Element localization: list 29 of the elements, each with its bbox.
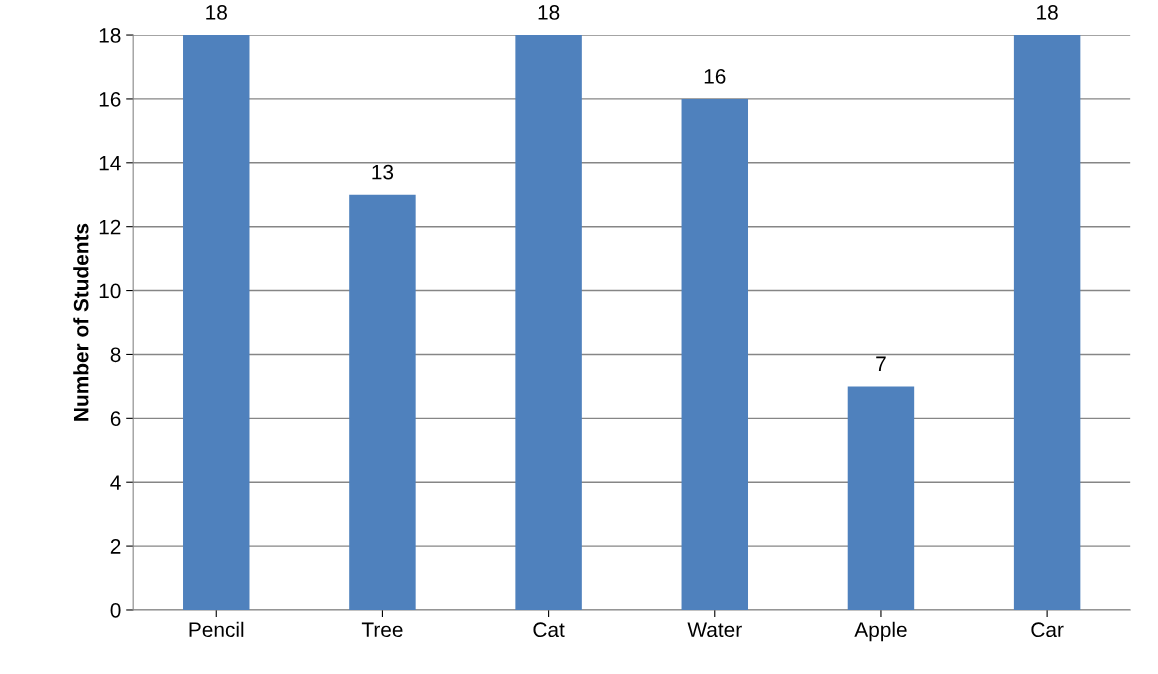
data-label: 7 bbox=[876, 356, 886, 371]
x-tick-label: Pencil bbox=[189, 621, 244, 638]
x-tick-label: Car bbox=[1031, 622, 1064, 638]
bar bbox=[1013, 35, 1081, 610]
y-tick-label: 12 bbox=[99, 219, 121, 235]
data-label: 18 bbox=[1037, 5, 1058, 20]
y-tick-label: 8 bbox=[110, 347, 121, 363]
data-label: 18 bbox=[538, 5, 560, 20]
y-tick-label: 2 bbox=[110, 539, 121, 554]
y-tick-label: 0 bbox=[110, 602, 121, 618]
bar bbox=[681, 98, 749, 610]
x-tick-label: Cat bbox=[533, 622, 565, 638]
bar bbox=[515, 35, 582, 610]
x-tick-label: Water bbox=[687, 622, 742, 638]
y-tick-label: 18 bbox=[99, 28, 121, 43]
data-label: 13 bbox=[372, 164, 394, 180]
y-tick-label: 6 bbox=[110, 411, 121, 427]
y-tick-label: 4 bbox=[110, 475, 121, 490]
y-axis-title: Number of Students bbox=[73, 223, 89, 421]
bar bbox=[847, 386, 915, 610]
y-tick-label: 10 bbox=[99, 283, 121, 299]
bar bbox=[183, 35, 250, 610]
x-tick-label: Tree bbox=[361, 622, 403, 638]
x-tick-label: Apple bbox=[854, 621, 907, 642]
y-tick-label: 16 bbox=[99, 91, 121, 107]
data-label: 16 bbox=[704, 68, 726, 84]
bar bbox=[349, 194, 416, 610]
data-label: 18 bbox=[206, 5, 227, 20]
y-tick-label: 14 bbox=[99, 156, 121, 171]
